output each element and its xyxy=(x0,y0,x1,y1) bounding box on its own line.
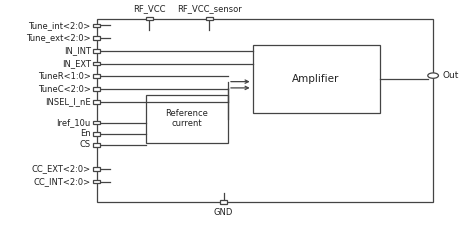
Bar xyxy=(93,49,100,53)
Text: CC_INT<2:0>: CC_INT<2:0> xyxy=(34,177,90,186)
Bar xyxy=(96,19,432,202)
Bar xyxy=(219,200,227,204)
Bar xyxy=(205,17,213,20)
Text: IN_EXT: IN_EXT xyxy=(62,59,90,68)
Text: Iref_10u: Iref_10u xyxy=(56,118,90,127)
Text: CS: CS xyxy=(79,140,90,149)
Bar xyxy=(252,45,379,112)
Text: GND: GND xyxy=(213,207,233,216)
Text: En: En xyxy=(80,129,90,138)
Bar xyxy=(93,74,100,78)
Bar xyxy=(93,87,100,91)
Text: Tune_int<2:0>: Tune_int<2:0> xyxy=(28,21,90,30)
Text: RF_VCC_sensor: RF_VCC_sensor xyxy=(177,4,241,13)
Bar xyxy=(93,143,100,147)
Text: RF_VCC: RF_VCC xyxy=(133,4,165,13)
Text: Reference
current: Reference current xyxy=(165,109,208,128)
Bar xyxy=(93,121,100,124)
Text: CC_EXT<2:0>: CC_EXT<2:0> xyxy=(32,164,90,173)
Text: IN_INT: IN_INT xyxy=(64,46,90,55)
Bar xyxy=(93,62,100,65)
Text: TuneR<1:0>: TuneR<1:0> xyxy=(38,72,90,81)
Circle shape xyxy=(427,73,437,78)
Text: INSEL_I_nE: INSEL_I_nE xyxy=(45,97,90,106)
Text: Amplifier: Amplifier xyxy=(292,74,339,84)
Bar xyxy=(93,132,100,135)
Bar xyxy=(145,94,228,143)
Bar xyxy=(93,167,100,171)
Bar xyxy=(93,23,100,27)
Bar xyxy=(145,17,152,20)
Bar xyxy=(93,36,100,40)
Bar xyxy=(93,100,100,104)
Text: Out: Out xyxy=(441,71,458,80)
Text: Tune_ext<2:0>: Tune_ext<2:0> xyxy=(26,34,90,43)
Bar xyxy=(93,180,100,183)
Text: TuneC<2:0>: TuneC<2:0> xyxy=(38,85,90,94)
